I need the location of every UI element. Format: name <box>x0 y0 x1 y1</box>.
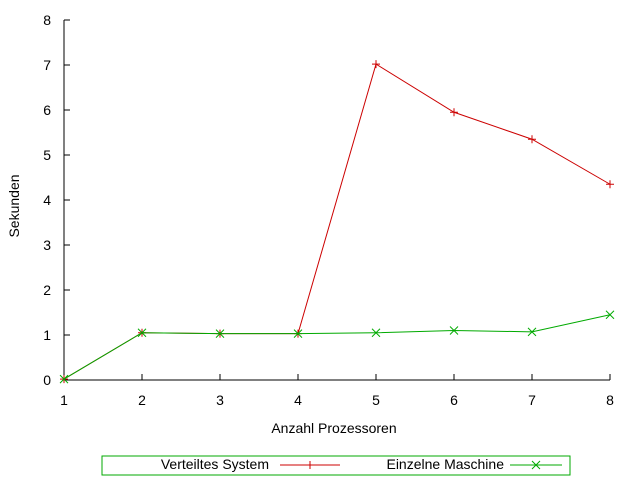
y-tick-label: 2 <box>43 282 51 298</box>
data-point-einzelne-maschine <box>527 327 537 337</box>
legend-swatch-marker <box>306 461 314 469</box>
y-tick-label: 0 <box>43 372 51 388</box>
x-axis-label: Anzahl Prozessoren <box>271 420 396 436</box>
x-tick-label: 1 <box>60 392 68 408</box>
data-point-einzelne-maschine <box>215 329 225 339</box>
data-point-verteiltes-system <box>528 135 536 144</box>
y-tick-label: 4 <box>43 192 51 208</box>
legend: Verteiltes System Einzelne Maschine <box>101 455 571 476</box>
data-point-einzelne-maschine <box>137 328 147 338</box>
series-verteiltes-system <box>60 60 614 384</box>
y-tick-label: 5 <box>43 147 51 163</box>
data-point-einzelne-maschine <box>449 326 459 335</box>
series-einzelne-maschine <box>59 310 615 384</box>
legend-swatch-einzelne-maschine <box>510 460 562 470</box>
legend-swatch-marker <box>531 460 541 470</box>
x-tick-label: 3 <box>216 392 224 408</box>
data-point-einzelne-maschine <box>605 310 615 320</box>
legend-label-verteiltes-system: Verteiltes System <box>161 456 269 472</box>
x-tick-label: 6 <box>450 392 458 408</box>
plot-area <box>59 60 615 384</box>
data-point-verteiltes-system <box>606 180 614 189</box>
x-tick-label: 8 <box>606 392 614 408</box>
data-point-einzelne-maschine <box>59 374 69 384</box>
legend-label-einzelne-maschine: Einzelne Maschine <box>386 456 504 472</box>
x-tick-label: 2 <box>138 392 146 408</box>
x-tick-label: 5 <box>372 392 380 408</box>
x-axis-ticks: 1 2 3 4 5 6 7 8 <box>60 374 614 408</box>
y-axis-label: Sekunden <box>6 174 22 237</box>
x-tick-label: 4 <box>294 392 302 408</box>
legend-swatch-verteiltes-system <box>280 461 340 469</box>
data-point-verteiltes-system <box>450 108 458 117</box>
series-line-einzelne-maschine <box>63 314 611 380</box>
legend-box <box>101 455 571 476</box>
y-tick-label: 3 <box>43 237 51 253</box>
data-point-einzelne-maschine <box>293 329 303 339</box>
x-tick-label: 7 <box>528 392 536 408</box>
y-tick-label: 6 <box>43 102 51 118</box>
data-point-einzelne-maschine <box>371 328 381 338</box>
data-point-verteiltes-system <box>372 60 380 69</box>
y-tick-label: 7 <box>43 57 51 73</box>
y-tick-label: 8 <box>43 12 51 28</box>
y-axis-ticks: 0 1 2 3 4 5 6 7 8 <box>43 12 70 388</box>
y-tick-label: 1 <box>43 327 51 343</box>
